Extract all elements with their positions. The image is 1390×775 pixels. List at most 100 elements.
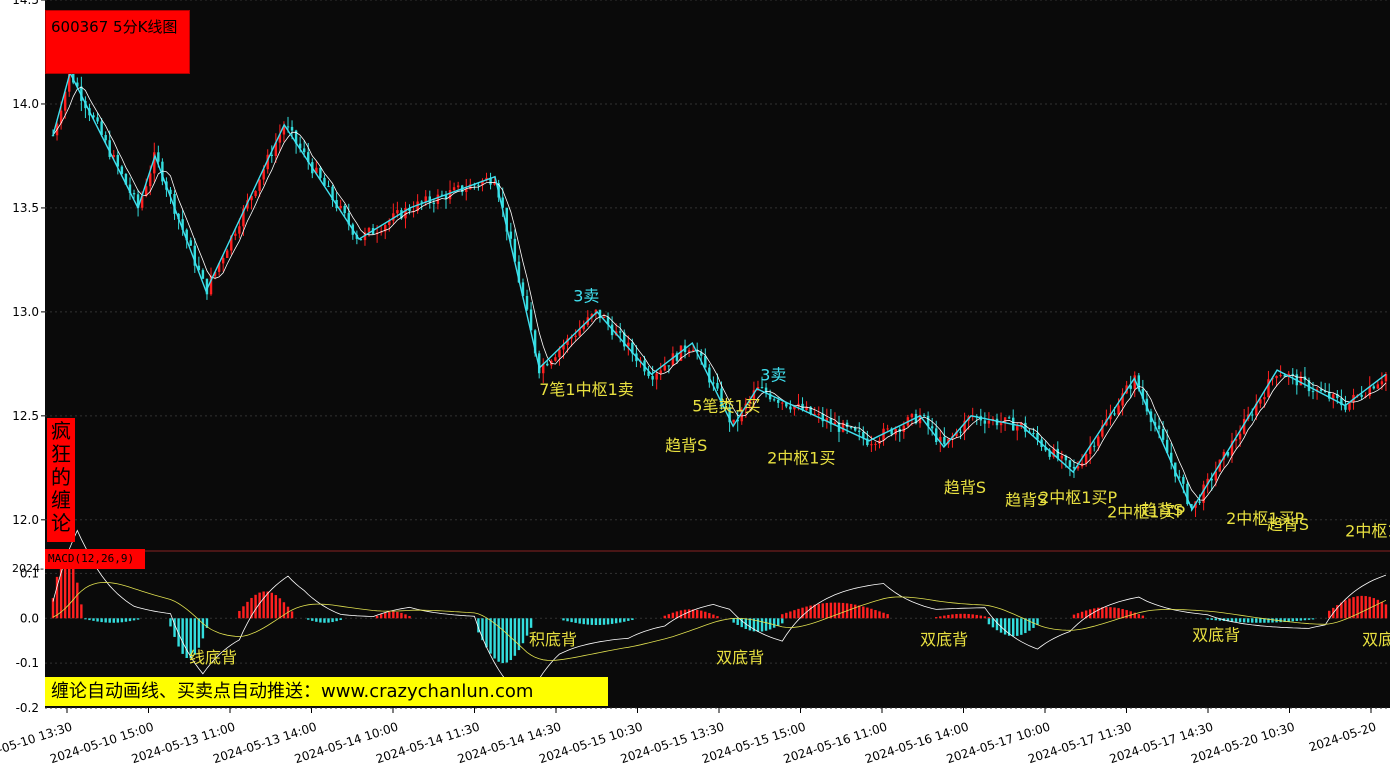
candle-body [128, 184, 132, 194]
candle-body [1182, 477, 1185, 484]
candle-body [1348, 402, 1351, 410]
macd-signal-label: 双底背 [1362, 630, 1390, 649]
candle-body [728, 407, 731, 423]
candle-body [1093, 445, 1096, 447]
candle-body [1056, 448, 1059, 459]
candle-body [396, 210, 399, 214]
candle-body [173, 194, 176, 214]
signal-label: 5笔类1买 [692, 397, 760, 416]
candle-body [829, 418, 833, 425]
candle-body [477, 184, 480, 186]
candle-body [533, 330, 537, 354]
candle-body [566, 338, 569, 345]
main-ytick-label: 14.0 [12, 97, 39, 111]
chart-title: 600367 5分K线图 [51, 18, 178, 36]
candle-body [675, 353, 679, 361]
candle-body [144, 186, 148, 196]
candle-body [1368, 386, 1371, 396]
candle-body [1076, 466, 1080, 469]
candle-body [100, 121, 103, 136]
candle-body [197, 265, 201, 271]
candle-body [201, 270, 205, 279]
candle-body [1210, 478, 1213, 481]
candle-body [1101, 425, 1104, 437]
candle-body [882, 428, 885, 441]
macd-label: MACD(12,26,9) [45, 549, 145, 569]
candle-body [1003, 417, 1007, 423]
candle-body [1109, 413, 1112, 420]
candle-body [546, 363, 549, 366]
candle-body [570, 337, 573, 339]
candle-body [602, 317, 606, 319]
candle-body [1384, 374, 1388, 382]
candle-body [866, 438, 869, 446]
candle-body [1121, 393, 1124, 406]
candle-body [870, 444, 873, 446]
candle-body [930, 426, 934, 429]
candle-body [307, 152, 310, 163]
candle-body [258, 179, 261, 191]
macd-signal-label: 双底背 [1192, 626, 1240, 645]
candle-body [1024, 422, 1027, 432]
candle-body [529, 309, 533, 331]
candle-body [695, 349, 699, 353]
candle-body [1251, 414, 1254, 416]
candle-body [777, 400, 780, 403]
candle-body [1129, 385, 1132, 389]
candle-body [1323, 390, 1327, 392]
candle-body [1311, 391, 1315, 393]
candle-body [266, 154, 269, 170]
candle-body [894, 429, 897, 435]
candle-body [963, 420, 966, 433]
candle-body [404, 207, 407, 219]
candle-body [359, 238, 363, 241]
candle-body [225, 250, 229, 258]
candle-body [598, 309, 602, 318]
candle-body [149, 173, 152, 187]
candle-body [185, 229, 188, 241]
candle-body [339, 205, 342, 209]
candle-body [120, 166, 124, 174]
signal-label: 趋背S [1267, 515, 1309, 534]
candle-body [720, 388, 723, 407]
candle-body [663, 365, 666, 371]
candle-body [1255, 403, 1258, 416]
candle-body [578, 329, 581, 336]
candle-body [1259, 399, 1262, 404]
candle-body [367, 228, 371, 233]
candle-body [558, 349, 561, 358]
candle-body [465, 189, 468, 192]
candle-body [1084, 453, 1088, 464]
candle-body [623, 332, 626, 347]
candle-body [298, 143, 302, 149]
candle-body [789, 406, 792, 410]
candle-body [1133, 375, 1136, 389]
candle-body [1186, 483, 1189, 505]
candle-body [785, 402, 788, 407]
candle-body [805, 406, 808, 410]
candle-body [987, 420, 991, 424]
chan-stroke-line [52, 70, 1387, 511]
candle-body [679, 345, 683, 361]
candle-body [1242, 418, 1246, 434]
candle-body [1336, 394, 1339, 399]
candle-body [440, 194, 444, 196]
candle-body [157, 152, 160, 162]
candle-body [659, 370, 662, 374]
candle-body [456, 185, 460, 188]
candle-body [1157, 425, 1161, 430]
macd-ytick-label: -0.1 [16, 656, 39, 670]
candle-body [513, 238, 517, 262]
candle-body [1097, 436, 1100, 446]
candle-body [554, 357, 557, 361]
candle-body [262, 169, 265, 180]
candle-body [270, 154, 273, 156]
candle-body [92, 115, 95, 118]
candle-body [205, 278, 209, 295]
candle-body [420, 201, 423, 203]
candle-body [849, 427, 853, 429]
candle-body [1275, 375, 1278, 379]
candle-body [1178, 476, 1181, 478]
candle-body [1222, 451, 1226, 460]
candle-body [428, 196, 432, 203]
